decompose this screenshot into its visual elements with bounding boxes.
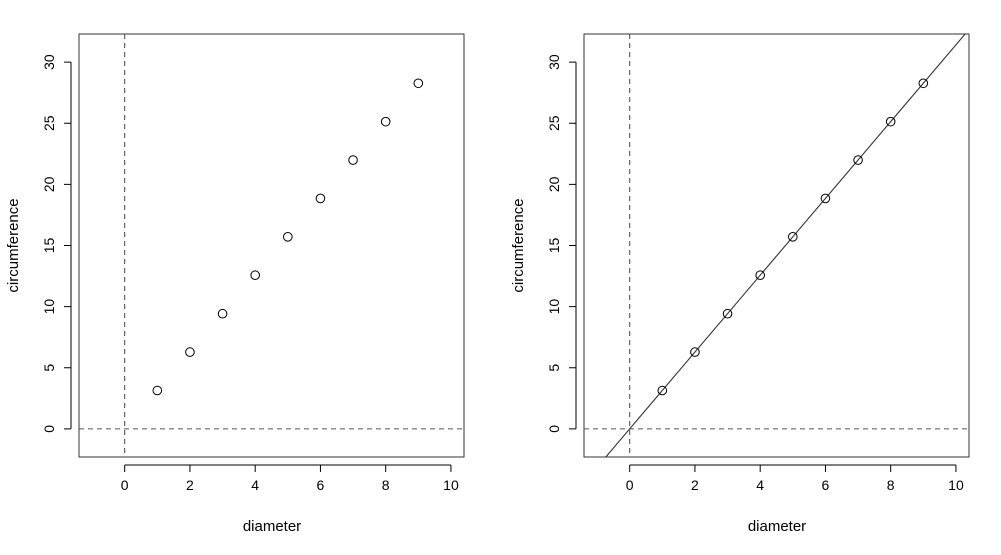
- data-point: [788, 232, 798, 242]
- data-point: [413, 78, 424, 89]
- y-tick-label: 5: [41, 364, 57, 372]
- plot-frame: [78, 33, 465, 458]
- data-point: [820, 193, 831, 204]
- y-tick-label: 30: [546, 54, 562, 70]
- data-point: [380, 116, 391, 127]
- x-tick-label: 2: [186, 477, 194, 493]
- x-tick-label: 2: [691, 477, 699, 493]
- x-tick-label: 8: [887, 477, 895, 493]
- data-point: [185, 347, 195, 357]
- y-tick-label: 10: [546, 299, 562, 315]
- y-tick-label: 5: [546, 364, 562, 372]
- y-tick-label: 25: [546, 115, 562, 131]
- x-tick-label: 4: [756, 477, 764, 493]
- y-tick-label: 20: [41, 176, 57, 192]
- x-tick-label: 10: [443, 477, 459, 493]
- y-axis-title: circumference: [510, 198, 527, 292]
- y-tick-label: 20: [546, 176, 562, 192]
- data-point: [755, 270, 765, 281]
- x-tick-label: 8: [382, 477, 390, 493]
- data-point: [690, 347, 700, 357]
- y-tick-label: 10: [41, 299, 57, 315]
- x-tick-label: 10: [948, 477, 964, 493]
- x-axis-title: diameter: [748, 518, 806, 535]
- x-tick-label: 0: [626, 477, 634, 493]
- y-tick-label: 30: [41, 54, 57, 70]
- scatter-panel-1: 0 2 4 6 8 10 0 5 10 15 20 25 30 diameter circumference: [5, 33, 465, 535]
- data-point: [722, 308, 733, 319]
- data-point: [885, 116, 896, 127]
- data-point: [918, 78, 929, 89]
- fit-line: [605, 34, 966, 457]
- scatter-panel-2: 0 2 4 6 8 10 0 5 10 15 20 25 30 diameter circumference: [510, 33, 970, 535]
- y-axis-title: circumference: [5, 198, 22, 292]
- data-point: [315, 193, 326, 204]
- data-point: [283, 232, 293, 242]
- data-point: [250, 270, 260, 281]
- data-point: [853, 155, 863, 165]
- data-point: [217, 308, 228, 319]
- plot-frame: [583, 33, 970, 458]
- x-tick-label: 6: [317, 477, 325, 493]
- data-point: [348, 155, 358, 165]
- y-tick-label: 15: [546, 238, 562, 254]
- y-tick-label: 0: [41, 425, 57, 433]
- data-point: [657, 385, 668, 396]
- x-tick-label: 6: [822, 477, 830, 493]
- x-axis-title: diameter: [243, 518, 301, 535]
- y-tick-label: 15: [41, 238, 57, 254]
- y-tick-label: 25: [41, 115, 57, 131]
- x-tick-label: 4: [251, 477, 259, 493]
- data-point: [152, 385, 163, 396]
- x-tick-label: 0: [121, 477, 129, 493]
- y-tick-label: 0: [546, 425, 562, 433]
